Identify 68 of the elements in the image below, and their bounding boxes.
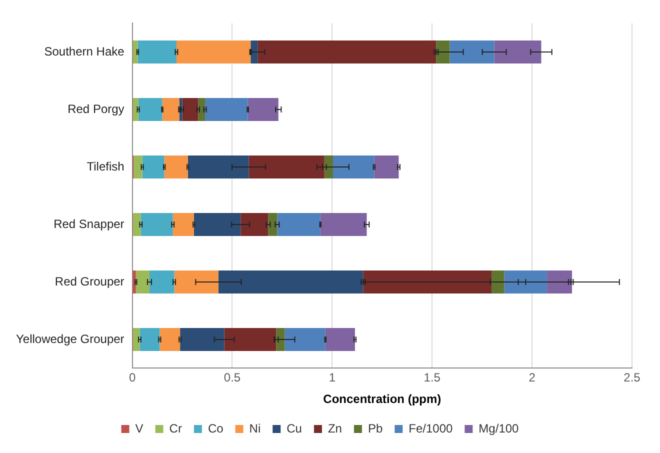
bar: [258, 40, 436, 64]
y-tick-label: Southern Hake: [44, 44, 125, 58]
legend-label: Mg/100: [478, 421, 520, 436]
bar: [450, 40, 494, 64]
bar: [250, 40, 258, 64]
y-tick-label: Red Porgy: [68, 102, 124, 116]
bar: [194, 212, 241, 236]
bar: [140, 328, 160, 351]
x-tick-label: 2: [528, 370, 536, 385]
bar: [436, 40, 450, 64]
bar: [268, 212, 278, 236]
bar: [248, 155, 324, 178]
bar: [284, 328, 326, 351]
y-tick-label: Red Snapper: [54, 216, 124, 231]
bar: [180, 328, 224, 351]
bar: [320, 212, 367, 236]
y-tick-label: Yellowedge Grouper: [16, 332, 124, 346]
bar: [277, 212, 320, 236]
legend-label: Ni: [249, 421, 261, 436]
x-tick-label: 2.5: [624, 370, 641, 385]
bar: [133, 328, 140, 351]
x-tick-label: 1.5: [424, 370, 441, 385]
bar: [162, 98, 180, 121]
y-tick-label: Red Grouper: [54, 274, 124, 288]
bar: [332, 155, 374, 178]
bar: [363, 270, 492, 294]
x-tick-label: 1: [328, 370, 336, 385]
bar: [172, 212, 194, 236]
x-axis-title: Concentration (ppm): [323, 392, 442, 406]
legend-label: Pb: [368, 421, 383, 436]
bar: [374, 155, 399, 178]
bar: [132, 40, 138, 64]
legend-label: Zn: [328, 421, 342, 436]
bar: [142, 155, 164, 178]
bar: [134, 155, 142, 178]
bar: [133, 98, 138, 121]
bar: [176, 40, 251, 64]
bar: [138, 98, 162, 121]
bar: [188, 155, 249, 178]
bar: [138, 40, 176, 64]
legend-label: Cr: [169, 421, 182, 436]
bar: [149, 270, 174, 294]
bar: [276, 328, 285, 351]
bar: [182, 98, 198, 121]
bar: [504, 270, 548, 294]
bar: [133, 212, 141, 236]
bar: [140, 212, 173, 236]
legend-label: Co: [208, 421, 224, 436]
bar: [248, 98, 278, 121]
bar: [164, 155, 188, 178]
bar: [240, 212, 268, 236]
bar: [218, 270, 364, 294]
bar: [160, 328, 180, 351]
legend-label: Fe/1000: [408, 421, 454, 436]
legend-label: V: [135, 421, 144, 436]
bar: [491, 270, 504, 294]
x-tick-label: 0: [128, 370, 136, 385]
bar: [205, 98, 248, 121]
bar: [324, 155, 333, 178]
bar: [547, 270, 572, 294]
legend-label: Cu: [286, 421, 302, 436]
bar: [325, 328, 355, 351]
y-tick-label: Tilefish: [86, 159, 124, 174]
bar: [224, 328, 276, 351]
bar: [136, 270, 150, 294]
x-tick-label: 0.5: [224, 370, 241, 385]
bar: [494, 40, 542, 64]
bar: [174, 270, 218, 294]
